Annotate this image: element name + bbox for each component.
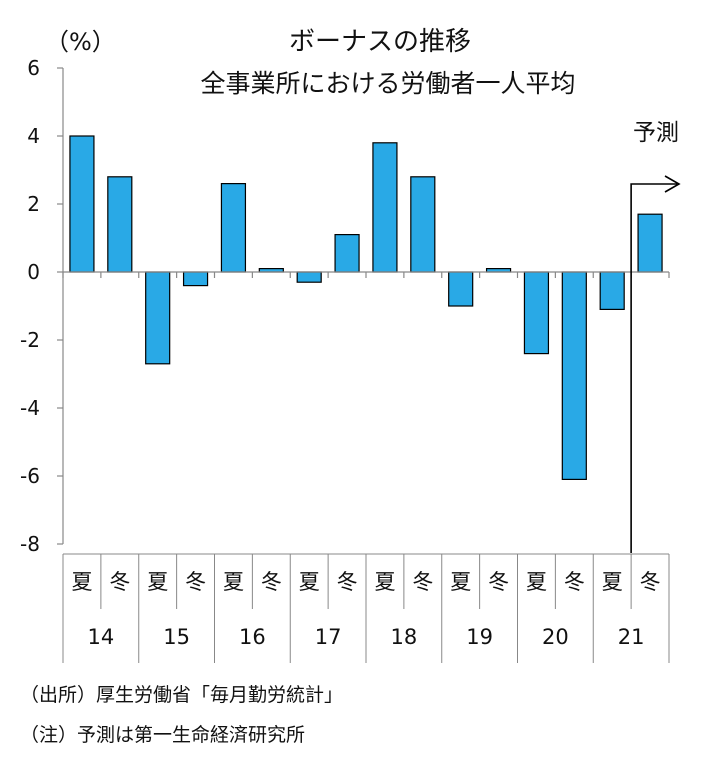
season-label: 夏 xyxy=(223,570,244,594)
year-label: 14 xyxy=(88,625,115,649)
bar xyxy=(220,183,247,273)
season-label: 夏 xyxy=(147,570,168,594)
bar xyxy=(523,271,550,355)
y-tick-label: -4 xyxy=(20,396,40,420)
year-label: 19 xyxy=(466,625,493,649)
season-label: 冬 xyxy=(185,570,206,594)
season-label: 冬 xyxy=(109,570,130,594)
year-label: 17 xyxy=(315,625,342,649)
y-tick-label: 6 xyxy=(27,56,40,80)
bar xyxy=(448,271,474,307)
bar xyxy=(372,142,398,273)
season-label: 夏 xyxy=(526,570,547,594)
year-label: 16 xyxy=(239,625,266,649)
forecast-label: 予測 xyxy=(633,120,679,146)
bar xyxy=(561,271,587,480)
bar xyxy=(637,213,663,273)
bar xyxy=(145,271,171,365)
bar xyxy=(69,135,95,273)
season-label: 冬 xyxy=(640,570,661,594)
season-label: 夏 xyxy=(71,570,92,594)
year-label: 21 xyxy=(618,625,645,649)
bar xyxy=(182,271,209,287)
bar xyxy=(599,271,625,311)
y-tick-label: -6 xyxy=(20,464,40,488)
season-label: 冬 xyxy=(488,570,509,594)
y-tick-label: -8 xyxy=(20,532,40,556)
y-axis-unit-label: （%） xyxy=(45,28,116,56)
bar xyxy=(296,271,322,283)
year-label: 15 xyxy=(163,625,190,649)
bar xyxy=(410,176,436,273)
y-tick-label: 0 xyxy=(27,260,40,284)
season-label: 夏 xyxy=(374,570,395,594)
forecast-arrow-line xyxy=(630,183,677,553)
year-label: 18 xyxy=(391,625,418,649)
season-label: 冬 xyxy=(412,570,433,594)
y-tick-label: 2 xyxy=(27,192,40,216)
season-label: 冬 xyxy=(261,570,282,594)
season-label: 夏 xyxy=(602,570,623,594)
bar xyxy=(107,176,133,273)
chart-subtitle: 全事業所における労働者一人平均 xyxy=(200,69,575,98)
season-label: 冬 xyxy=(564,570,585,594)
bar xyxy=(334,234,360,273)
season-label: 夏 xyxy=(450,570,471,594)
chart-title: ボーナスの推移 xyxy=(289,27,471,57)
footnote: （注）予測は第一生命経済研究所 xyxy=(20,724,306,746)
forecast-arrow-head xyxy=(664,175,681,193)
y-tick-label: 4 xyxy=(27,124,40,148)
season-label: 冬 xyxy=(337,570,358,594)
source-note: （出所）厚生労働省「毎月勤労統計」 xyxy=(20,684,344,706)
year-label: 20 xyxy=(542,625,569,649)
y-tick-label: -2 xyxy=(20,328,40,352)
season-label: 夏 xyxy=(299,570,320,594)
